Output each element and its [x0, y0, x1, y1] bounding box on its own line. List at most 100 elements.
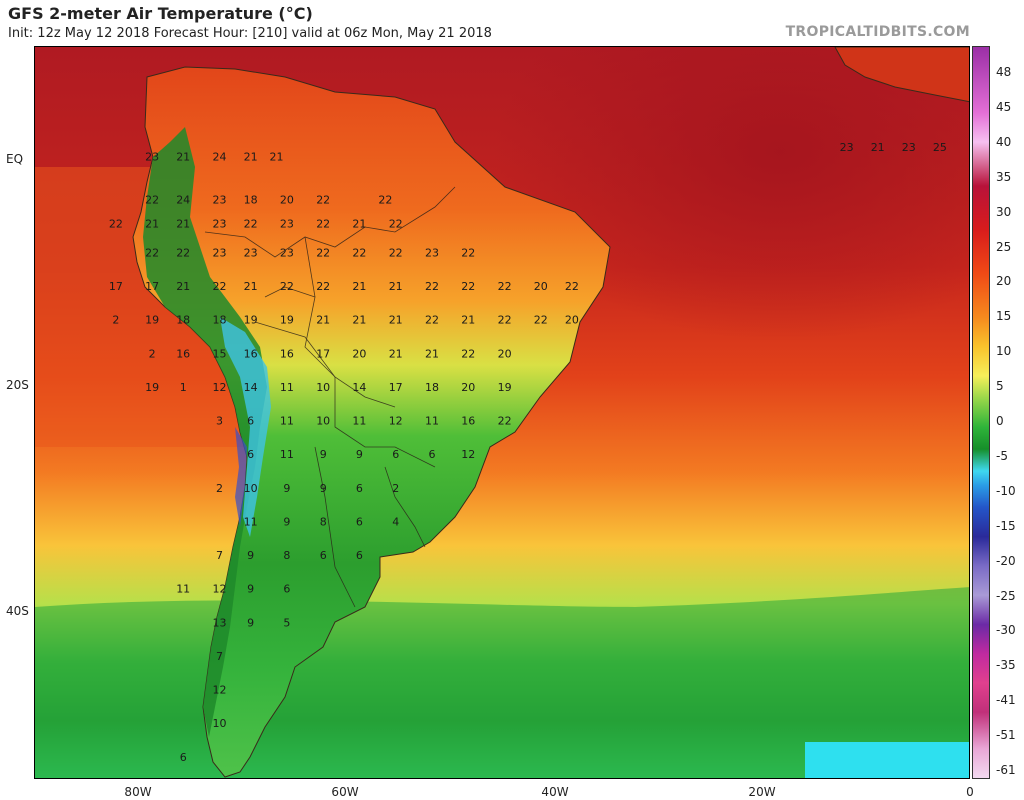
temperature-point-label: 24 [213, 150, 227, 163]
temperature-point-label: 19 [244, 314, 258, 327]
temperature-point-label: 6 [320, 549, 327, 562]
temperature-point-label: 22 [565, 280, 579, 293]
temperature-point-label: 23 [280, 246, 294, 259]
map-title: GFS 2-meter Air Temperature (°C) [8, 4, 313, 23]
temperature-point-label: 8 [320, 515, 327, 528]
temperature-point-label: 22 [316, 218, 330, 231]
temperature-point-label: 23 [280, 218, 294, 231]
colorbar-tick-label: 0 [996, 414, 1004, 428]
temperature-point-label: 17 [109, 280, 123, 293]
colorbar-tick-label: -20 [996, 553, 1016, 568]
temperature-point-label: 9 [320, 448, 327, 461]
temperature-point-label: 23 [213, 218, 227, 231]
temperature-point-label: 2 [149, 347, 156, 360]
temperature-point-label: 21 [270, 150, 284, 163]
temperature-point-label: 23 [425, 246, 439, 259]
andes-highlands [143, 127, 267, 737]
lon-label-40w: 40W [541, 785, 569, 799]
temperature-point-label: 17 [316, 347, 330, 360]
temperature-point-label: 11 [425, 415, 439, 428]
temperature-point-label: 11 [352, 415, 366, 428]
colorbar-tick-label: -61 [996, 763, 1016, 777]
temperature-point-label: 22 [109, 218, 123, 231]
temperature-point-label: 21 [389, 280, 403, 293]
temperature-point-label: 19 [145, 314, 159, 327]
colorbar-tick-label: 48 [996, 65, 1012, 79]
temperature-point-label: 18 [425, 381, 439, 394]
temperature-point-label: 22 [244, 218, 258, 231]
sea-ice-region [805, 742, 969, 778]
brand-watermark: TROPICALTIDBITS.COM [785, 24, 970, 40]
temperature-point-label: 23 [244, 246, 258, 259]
temperature-point-label: 6 [283, 583, 290, 596]
temperature-point-label: 14 [352, 381, 366, 394]
temperature-point-label: 22 [316, 194, 330, 207]
temperature-point-label: 21 [461, 314, 475, 327]
temperature-point-label: 21 [176, 218, 190, 231]
temperature-point-label: 19 [498, 381, 512, 394]
colorbar-tick-label: 25 [996, 239, 1012, 254]
temperature-point-label: 21 [389, 314, 403, 327]
lon-label-20w: 20W [748, 785, 776, 799]
temperature-point-label: 15 [213, 347, 227, 360]
temperature-point-label: 22 [378, 194, 392, 207]
temperature-point-label: 21 [871, 141, 885, 154]
temperature-point-label: 6 [429, 448, 436, 461]
lat-label-20s: 20S [6, 378, 29, 392]
temperature-point-label: 22 [498, 280, 512, 293]
temperature-point-label: 12 [213, 684, 227, 697]
colorbar-tick-label: 35 [996, 169, 1012, 184]
temperature-point-label: 21 [389, 347, 403, 360]
colorbar-tick-label: 40 [996, 134, 1012, 149]
temperature-point-label: 16 [461, 415, 475, 428]
africa-landmass [834, 47, 969, 103]
lat-label-40s: 40S [6, 604, 29, 618]
temperature-point-label: 10 [316, 381, 330, 394]
temperature-point-label: 22 [145, 246, 159, 259]
colorbar-tick-label: 45 [996, 99, 1012, 114]
temperature-point-label: 9 [247, 549, 254, 562]
temperature-point-label: 16 [176, 347, 190, 360]
temperature-point-label: 6 [180, 751, 187, 764]
colorbar-tick-label: 15 [996, 309, 1012, 324]
temperature-point-label: 9 [247, 583, 254, 596]
temperature-point-label: 12 [389, 415, 403, 428]
temperature-point-label: 2 [112, 314, 119, 327]
temperature-point-label: 10 [316, 415, 330, 428]
temperature-point-label: 11 [244, 515, 258, 528]
temperature-point-label: 24 [176, 194, 190, 207]
temperature-point-label: 17 [389, 381, 403, 394]
colorbar-tick-label: -41 [996, 693, 1016, 708]
temperature-point-label: 22 [389, 218, 403, 231]
lat-label-eq: EQ [6, 152, 24, 166]
temperature-point-label: 9 [283, 482, 290, 495]
temperature-point-label: 6 [247, 415, 254, 428]
temperature-point-label: 22 [316, 246, 330, 259]
colorbar-tick-label: 10 [996, 344, 1012, 359]
temperature-point-label: 23 [145, 150, 159, 163]
colorbar-tick-label: -15 [996, 518, 1016, 533]
temperature-point-label: 21 [145, 218, 159, 231]
temperature-point-label: 22 [176, 246, 190, 259]
temperature-point-label: 19 [280, 314, 294, 327]
temperature-point-label: 10 [244, 482, 258, 495]
temperature-point-label: 16 [244, 347, 258, 360]
temperature-point-label: 11 [176, 583, 190, 596]
temperature-point-label: 21 [425, 347, 439, 360]
temperature-point-label: 18 [176, 314, 190, 327]
temperature-point-label: 23 [902, 141, 916, 154]
temperature-point-label: 22 [461, 347, 475, 360]
temperature-point-label: 16 [280, 347, 294, 360]
temperature-point-label: 22 [280, 280, 294, 293]
temperature-point-label: 9 [247, 616, 254, 629]
temperature-point-label: 11 [280, 381, 294, 394]
temperature-point-label: 22 [461, 246, 475, 259]
temperature-point-label: 10 [213, 717, 227, 730]
colorbar-tick-label: -5 [996, 448, 1008, 463]
temperature-point-label: 21 [316, 314, 330, 327]
temperature-point-label: 11 [280, 415, 294, 428]
lon-label-0: 0 [966, 785, 974, 799]
colorbar-tick-label: -35 [996, 658, 1016, 673]
temperature-point-label: 19 [145, 381, 159, 394]
